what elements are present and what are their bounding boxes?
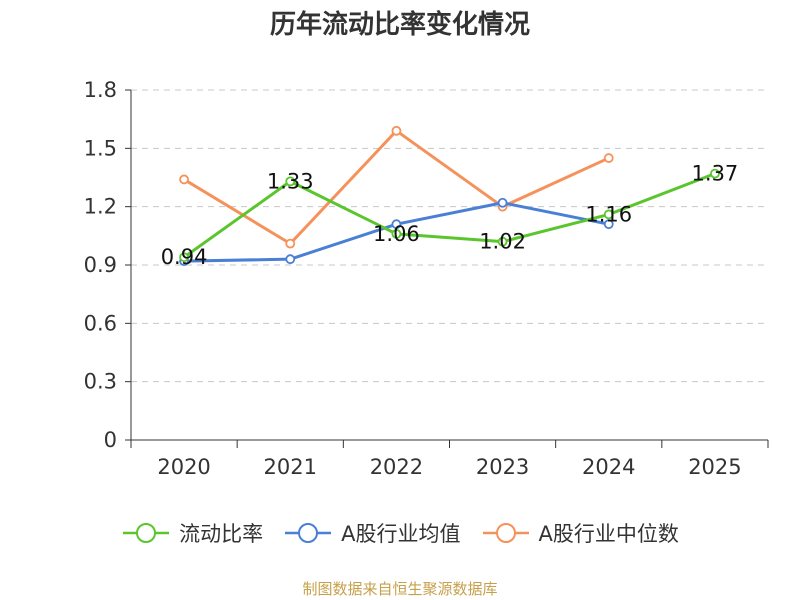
data-label: 1.06 bbox=[373, 222, 420, 246]
data-point bbox=[603, 153, 614, 163]
legend-marker-icon bbox=[285, 523, 332, 543]
data-point bbox=[603, 219, 614, 230]
legend-item[interactable]: 流动比率 bbox=[121, 518, 263, 548]
data-point bbox=[603, 209, 614, 220]
data-point bbox=[179, 252, 189, 263]
y-tick-label: 0 bbox=[104, 428, 117, 452]
source-note: 制图数据来自恒生聚源数据库 bbox=[302, 580, 498, 598]
legend-item[interactable]: A股行业中位数 bbox=[481, 518, 679, 548]
x-tick-label: 2021 bbox=[264, 455, 317, 479]
data-point bbox=[285, 176, 296, 187]
y-tick-label: 1.2 bbox=[84, 195, 117, 219]
legend-label: A股行业中位数 bbox=[538, 522, 679, 546]
data-label: 1.16 bbox=[585, 202, 632, 226]
data-label: 1.37 bbox=[692, 162, 739, 186]
data-point bbox=[497, 236, 508, 247]
x-tick-label: 2024 bbox=[582, 455, 635, 479]
y-tick-label: 0.9 bbox=[84, 253, 117, 277]
data-label: 0.94 bbox=[161, 245, 208, 269]
legend-label: 流动比率 bbox=[179, 522, 264, 546]
series-lines bbox=[179, 125, 720, 267]
x-tick-label: 2020 bbox=[157, 455, 210, 479]
axes: 0 0.3 0.6 0.9 1.2 1.5 1.8 2020 2021 2022 2023 2024 2… bbox=[84, 78, 769, 479]
data-label: 1.33 bbox=[267, 169, 314, 193]
grid-lines bbox=[131, 89, 768, 383]
data-point bbox=[285, 254, 296, 265]
x-tick-label: 2023 bbox=[476, 455, 529, 479]
y-tick-label: 1.5 bbox=[84, 136, 117, 160]
legend-label: A股行业均值 bbox=[341, 522, 461, 546]
legend-item[interactable]: A股行业均值 bbox=[283, 518, 461, 548]
x-tick-label: 2025 bbox=[688, 455, 741, 479]
y-tick-label: 0.3 bbox=[84, 370, 117, 394]
y-tick-label: 1.8 bbox=[84, 78, 117, 102]
x-tick-label: 2022 bbox=[370, 455, 423, 479]
data-point bbox=[285, 238, 296, 249]
data-point bbox=[497, 197, 508, 208]
data-point bbox=[391, 219, 402, 230]
y-tick-label: 0.6 bbox=[84, 311, 117, 335]
data-labels: 0.94 1.33 1.06 1.02 1.16 1.37 bbox=[161, 162, 739, 270]
data-point bbox=[179, 174, 189, 185]
data-point bbox=[391, 228, 402, 239]
legend: 流动比率 A股行业均值 A股行业中位数 bbox=[0, 518, 800, 548]
data-point bbox=[391, 125, 402, 136]
data-label: 1.02 bbox=[479, 230, 526, 254]
legend-marker-icon bbox=[482, 523, 529, 543]
series-line bbox=[183, 172, 716, 259]
chart-title: 历年流动比率变化情况 bbox=[269, 10, 530, 40]
data-point bbox=[710, 168, 720, 179]
legend-marker-icon bbox=[123, 523, 170, 543]
